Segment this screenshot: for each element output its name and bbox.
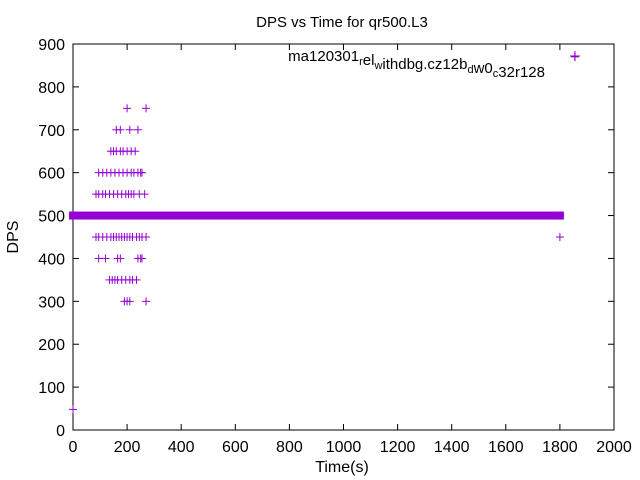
y-tick-label: 900	[38, 37, 65, 54]
y-tick-label: 400	[38, 251, 65, 268]
data-point	[131, 147, 140, 156]
data-point	[69, 405, 77, 414]
data-point	[133, 125, 142, 134]
data-point	[555, 211, 564, 220]
chart-title: DPS vs Time for qr500.L3	[256, 14, 428, 31]
data-point	[125, 125, 134, 134]
x-tick-label: 1600	[488, 439, 524, 456]
legend-label: ma120301relwithdbg.cz12bdw0c32r128	[288, 48, 545, 81]
y-tick-label: 100	[38, 380, 65, 397]
x-tick-label: 200	[114, 439, 141, 456]
data-point	[142, 104, 151, 113]
y-axis-title: DPS	[5, 221, 22, 254]
legend-marker	[570, 51, 580, 61]
y-tick-label: 200	[38, 337, 65, 354]
y-tick-label: 600	[38, 166, 65, 183]
data-point	[101, 254, 110, 263]
y-axis-ticks: 0 100 200 300 400 500 600 700 800 900	[38, 37, 614, 440]
series-layer	[69, 52, 579, 414]
x-tick-label: 1200	[380, 439, 416, 456]
data-point	[69, 211, 77, 220]
y-tick-label: 800	[38, 80, 65, 97]
data-point	[142, 297, 151, 306]
y-tick-label: 0	[56, 423, 65, 440]
data-point	[137, 254, 146, 263]
data-point	[142, 233, 151, 241]
data-point	[137, 168, 146, 177]
y-tick-label: 500	[38, 209, 65, 226]
data-point	[125, 297, 134, 306]
x-tick-label: 600	[222, 439, 249, 456]
data-band	[69, 211, 564, 220]
x-tick-label: 2000	[596, 439, 632, 456]
y-tick-label: 700	[38, 123, 65, 140]
x-tick-label: 1800	[542, 439, 578, 456]
x-tick-label: 0	[69, 439, 78, 456]
x-axis-ticks: 0 200 400 600 800 1000 1200 1400 1600 1800 2000	[69, 44, 632, 456]
x-axis-title: Time(s)	[315, 459, 369, 476]
data-point	[116, 125, 125, 134]
data-point	[555, 233, 564, 241]
y-tick-label: 300	[38, 294, 65, 311]
x-tick-label: 1000	[326, 439, 362, 456]
x-tick-label: 1400	[434, 439, 470, 456]
legend: ma120301relwithdbg.cz12bdw0c32r128	[288, 48, 580, 81]
x-tick-label: 800	[276, 439, 303, 456]
data-point	[116, 254, 125, 263]
data-point	[132, 275, 141, 284]
data-point	[123, 104, 132, 113]
data-point	[94, 254, 103, 263]
x-tick-label: 400	[168, 439, 195, 456]
data-point	[140, 190, 149, 199]
